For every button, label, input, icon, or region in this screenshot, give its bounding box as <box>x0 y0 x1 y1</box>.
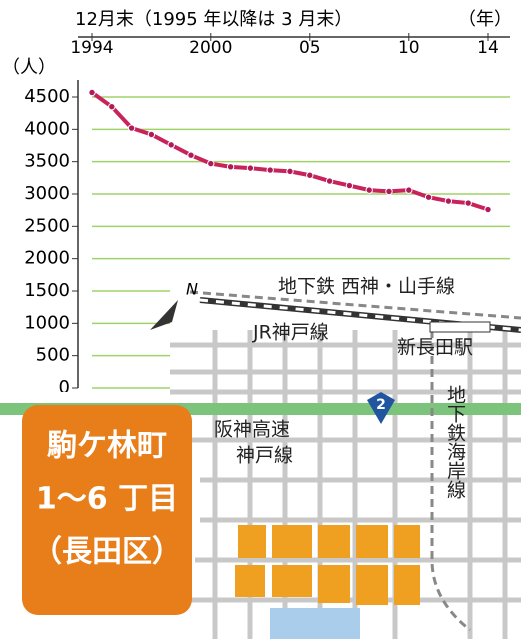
x-tick-label: 10 <box>398 38 420 58</box>
data-point <box>88 88 96 97</box>
data-point <box>147 130 156 139</box>
area-name: 駒ケ林町 <box>47 429 167 464</box>
y-tick-label: 2500 <box>24 215 70 236</box>
data-point <box>167 141 175 149</box>
data-point <box>405 186 413 194</box>
x-tick-label: 05 <box>299 38 321 58</box>
x-unit: （年） <box>458 9 512 30</box>
area-ward: （長田区） <box>32 535 182 570</box>
data-point <box>207 159 215 168</box>
y-tick-label: 3500 <box>24 151 70 172</box>
coast-line-label: 地下鉄海岸線 <box>444 385 466 499</box>
area-blocks-label: 1～6 丁目 <box>36 482 178 517</box>
y-tick-label: 0 <box>59 377 70 398</box>
y-tick-label: 4500 <box>24 86 70 107</box>
station-mark <box>429 321 491 333</box>
map: N 地下鉄 西神・山手線 JR神戸線 新長田駅 2 阪神高速 神戸線 地下鉄海岸… <box>0 276 521 639</box>
highway-label: 阪神高速 <box>214 419 290 441</box>
water <box>270 608 360 639</box>
data-point <box>306 171 314 179</box>
north-arrow <box>150 300 178 330</box>
y-tick-label: 4000 <box>24 118 70 139</box>
data-point <box>385 187 393 196</box>
data-point <box>444 197 453 205</box>
data-point <box>345 181 354 190</box>
x-tick-label: 1994 <box>70 38 113 58</box>
data-point <box>187 151 195 159</box>
y-tick-label: 3000 <box>24 183 70 204</box>
station-label: 新長田駅 <box>397 337 473 359</box>
route-number: 2 <box>376 397 386 413</box>
data-point <box>365 186 373 194</box>
data-point <box>464 199 472 207</box>
data-point <box>484 205 492 214</box>
area-box <box>22 405 192 615</box>
data-point <box>325 177 334 185</box>
data-point <box>108 103 116 111</box>
north-label: N <box>186 280 198 299</box>
y-tick-label: 2000 <box>24 248 70 269</box>
jr-rail <box>199 298 521 332</box>
data-point <box>226 163 235 171</box>
subway-rail <box>189 290 521 320</box>
y-tick-label: 1500 <box>24 280 70 301</box>
subway-label: 地下鉄 西神・山手線 <box>278 276 455 298</box>
chart-title: 12月末（1995 年以降は 3 月末） <box>75 9 352 30</box>
data-line <box>90 90 489 212</box>
y-tick-label: 1000 <box>24 312 70 333</box>
y-tick-label: 500 <box>36 345 70 366</box>
subway-rail <box>430 330 471 632</box>
data-point <box>266 166 274 174</box>
route-shield <box>367 392 395 424</box>
x-tick-label: 2000 <box>189 38 232 58</box>
data-point <box>246 164 255 172</box>
data-point <box>424 193 433 201</box>
area-blocks <box>235 525 420 605</box>
x-tick-label: 14 <box>477 38 499 58</box>
data-point <box>127 124 136 132</box>
highway-label: 神戸線 <box>236 445 293 467</box>
data-point <box>286 167 294 176</box>
y-unit: （人） <box>2 57 56 78</box>
chart: 0 500 1000 1500 2000 2500 3000 3500 4000 4500 1994… <box>24 33 510 398</box>
roads <box>170 330 521 639</box>
jr-label: JR神戸線 <box>252 322 329 344</box>
